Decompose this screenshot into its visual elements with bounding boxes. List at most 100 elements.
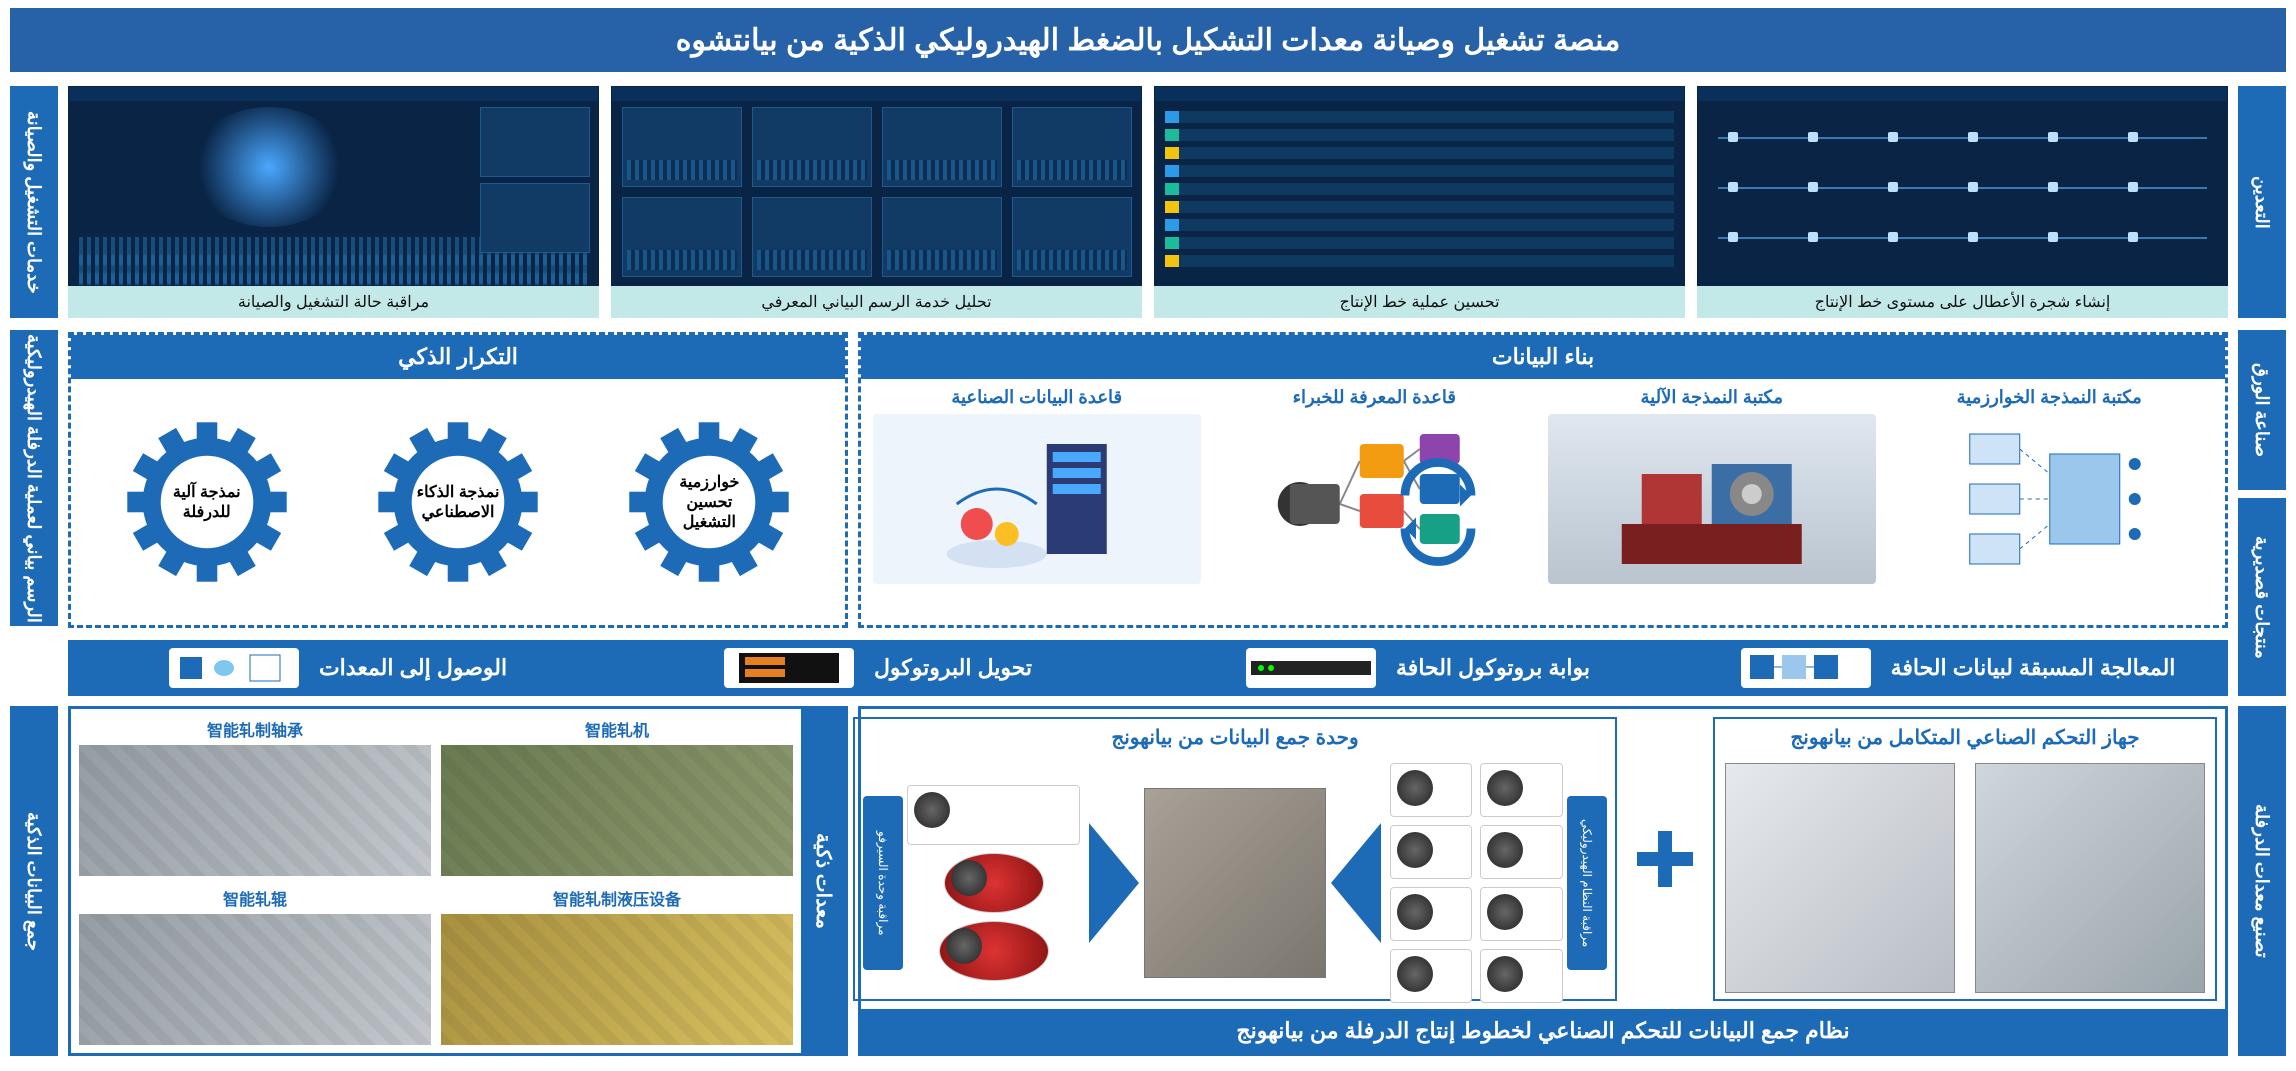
equipment-photo [79,745,431,876]
side-tab-left[interactable]: خدمات التشغيل والصيانة [10,86,58,318]
edge-layer-item[interactable]: الوصول إلى المعدات [68,640,608,696]
dashboard-caption: تحليل خدمة الرسم البياني المعرفي [611,286,1142,318]
gear-icon: نمذجة الذكاء الاصطناعي [368,412,548,592]
edge-layer-item[interactable]: بوابة بروتوكول الحافة [1148,640,1688,696]
gear-icon: نمذجة آلية للدرفلة [117,412,297,592]
collector-strip-left: مراقبة النظام الهيدروليكي [1567,796,1607,970]
data-build-item[interactable]: مكتبة النمذجة الخوارزمية [1886,387,2214,617]
box-collector: وحدة جمع البيانات من بيانهونج مراقبة الن… [853,717,1617,1001]
equipment-photo [441,745,793,876]
sensor-item [1390,949,1473,1003]
panel-smart-equipment: 智能轧机智能轧制轴承智能轧制液压设备智能轧辊 معدات ذكية [68,706,848,1056]
sensor-item [1480,763,1563,817]
dashboard-preview [611,86,1142,286]
equipment-card[interactable]: 智能轧辊 [79,886,431,1045]
dashboard-card[interactable]: مراقبة حالة التشغيل والصيانة [68,86,599,318]
side-tab-left[interactable]: جمع البيانات الذكية [10,706,58,1056]
data-build-title: مكتبة النمذجة الآلية [1548,387,1876,408]
equipment-caption: 智能轧制液压设备 [441,886,793,914]
smart-equipment-label: معدات ذكية [801,709,845,1053]
dashboard-preview [1697,86,2228,286]
row4-left-footer: نظام جمع البيانات للتحكم الصناعي لخطوط إ… [861,1009,2225,1053]
edge-layer-label: الوصول إلى المعدات [319,655,507,681]
data-build-item[interactable]: قاعدة البيانات الصناعية [873,387,1201,617]
data-build-image [1548,414,1876,584]
arrow-right-icon [1326,823,1386,943]
panel-data-building: بناء البيانات مكتبة النمذجة الخوارزمية مك… [858,332,2228,628]
panel-header-iteration: التكرار الذكي [71,335,845,379]
edge-icon [1741,648,1871,688]
gear-label: نمذجة الذكاء الاصطناعي [408,482,508,522]
equipment-card[interactable]: 智能轧制液压设备 [441,886,793,1045]
edge-layer-item[interactable]: المعالجة المسبقة لبيانات الحافة [1688,640,2228,696]
sensor-item [1390,825,1473,879]
header-bar: منصة تشغيل وصيانة معدات التشكيل بالضغط ا… [10,8,2286,72]
edge-layer-label: تحويل البروتوكول [874,655,1032,681]
sensor-item [1480,825,1563,879]
data-build-title: قاعدة المعرفة للخبراء [1211,387,1539,408]
gear-item: نمذجة الذكاء الاصطناعي [368,412,548,592]
controller-photo-1 [1975,763,2205,993]
dashboard-card[interactable]: تحسين عملية خط الإنتاج [1154,86,1685,318]
dashboard-preview [68,86,599,286]
data-build-title: مكتبة النمذجة الخوارزمية [1886,387,2214,408]
side-tab-left[interactable]: الرسم بياني لعملية الدرفلة الهيدروليكية [10,330,58,626]
dashboard-card[interactable]: إنشاء شجرة الأعطال على مستوى خط الإنتاج [1697,86,2228,318]
sensor-item [1480,887,1563,941]
panel-industrial-control: جهاز التحكم الصناعي المتكامل من بيانهونج… [858,706,2228,1056]
panel-smart-iteration: التكرار الذكي خوارزمية تحسين التشغيل نمذج… [68,332,848,628]
row-collection-equipment: جهاز التحكم الصناعي المتكامل من بيانهونج… [68,706,2228,1056]
equipment-card[interactable]: 智能轧机 [441,717,793,876]
edge-layer-label: بوابة بروتوكول الحافة [1396,655,1590,681]
collector-strip-right: مراقبة وحدة السيرفو [863,796,903,970]
box-controller: جهاز التحكم الصناعي المتكامل من بيانهونج [1713,717,2217,1001]
equipment-card[interactable]: 智能轧制轴承 [79,717,431,876]
side-tab-right[interactable]: صناعة الورق [2238,330,2286,490]
dashboard-caption: مراقبة حالة التشغيل والصيانة [68,286,599,318]
dashboard-card[interactable]: تحليل خدمة الرسم البياني المعرفي [611,86,1142,318]
side-tab-right[interactable]: منتجات قصديرية [2238,498,2286,696]
collector-center-photo [1144,788,1325,978]
sensor-item [939,921,1049,981]
sensor-item [1480,949,1563,1003]
protocol-icon [724,648,854,688]
data-build-item[interactable]: مكتبة النمذجة الآلية [1548,387,1876,617]
controller-title: جهاز التحكم الصناعي المتكامل من بيانهونج [1715,719,2215,756]
equipment-caption: 智能轧辊 [79,886,431,914]
dashboard-caption: إنشاء شجرة الأعطال على مستوى خط الإنتاج [1697,286,2228,318]
sensor-item [1390,763,1473,817]
side-tab-right[interactable]: التعدين [2238,86,2286,318]
sensor-grid-left [1386,759,1567,1007]
row-data-iteration: بناء البيانات مكتبة النمذجة الخوارزمية مك… [68,332,2228,628]
page-title: منصة تشغيل وصيانة معدات التشكيل بالضغط ا… [676,23,1621,58]
edge-layer-label: المعالجة المسبقة لبيانات الحافة [1891,655,2176,681]
gear-item: نمذجة آلية للدرفلة [117,412,297,592]
sensor-grid-right [903,781,1084,985]
page-root: منصة تشغيل وصيانة معدات التشكيل بالضغط ا… [0,0,2296,1071]
side-tab-right[interactable]: تصنيع معدات الدرفلة [2238,706,2286,1056]
access-icon [169,648,299,688]
equipment-photo [441,914,793,1045]
plus-icon [1625,709,1705,1009]
collector-title: وحدة جمع البيانات من بيانهونج [855,719,1615,756]
sensor-item [907,785,1080,845]
equipment-caption: 智能轧机 [441,717,793,745]
arrow-left-icon [1084,823,1144,943]
edge-layer-item[interactable]: تحويل البروتوكول [608,640,1148,696]
controller-photo-2 [1725,763,1955,993]
equipment-photo [79,914,431,1045]
gateway-icon [1246,648,1376,688]
sync-arrows-icon [1368,452,1508,572]
gear-item: خوارزمية تحسين التشغيل [619,412,799,592]
panel-header-data-building: بناء البيانات [861,335,2225,379]
gear-icon: خوارزمية تحسين التشغيل [619,412,799,592]
equipment-caption: 智能轧制轴承 [79,717,431,745]
gear-label: نمذجة آلية للدرفلة [157,482,257,522]
gear-label: خوارزمية تحسين التشغيل [659,472,759,532]
dashboard-preview [1154,86,1685,286]
sensor-item [1390,887,1473,941]
data-build-image [1886,414,2214,584]
sensor-item [944,853,1044,913]
data-build-title: قاعدة البيانات الصناعية [873,387,1201,408]
row-edge-layer: المعالجة المسبقة لبيانات الحافة بوابة برو… [68,640,2228,696]
